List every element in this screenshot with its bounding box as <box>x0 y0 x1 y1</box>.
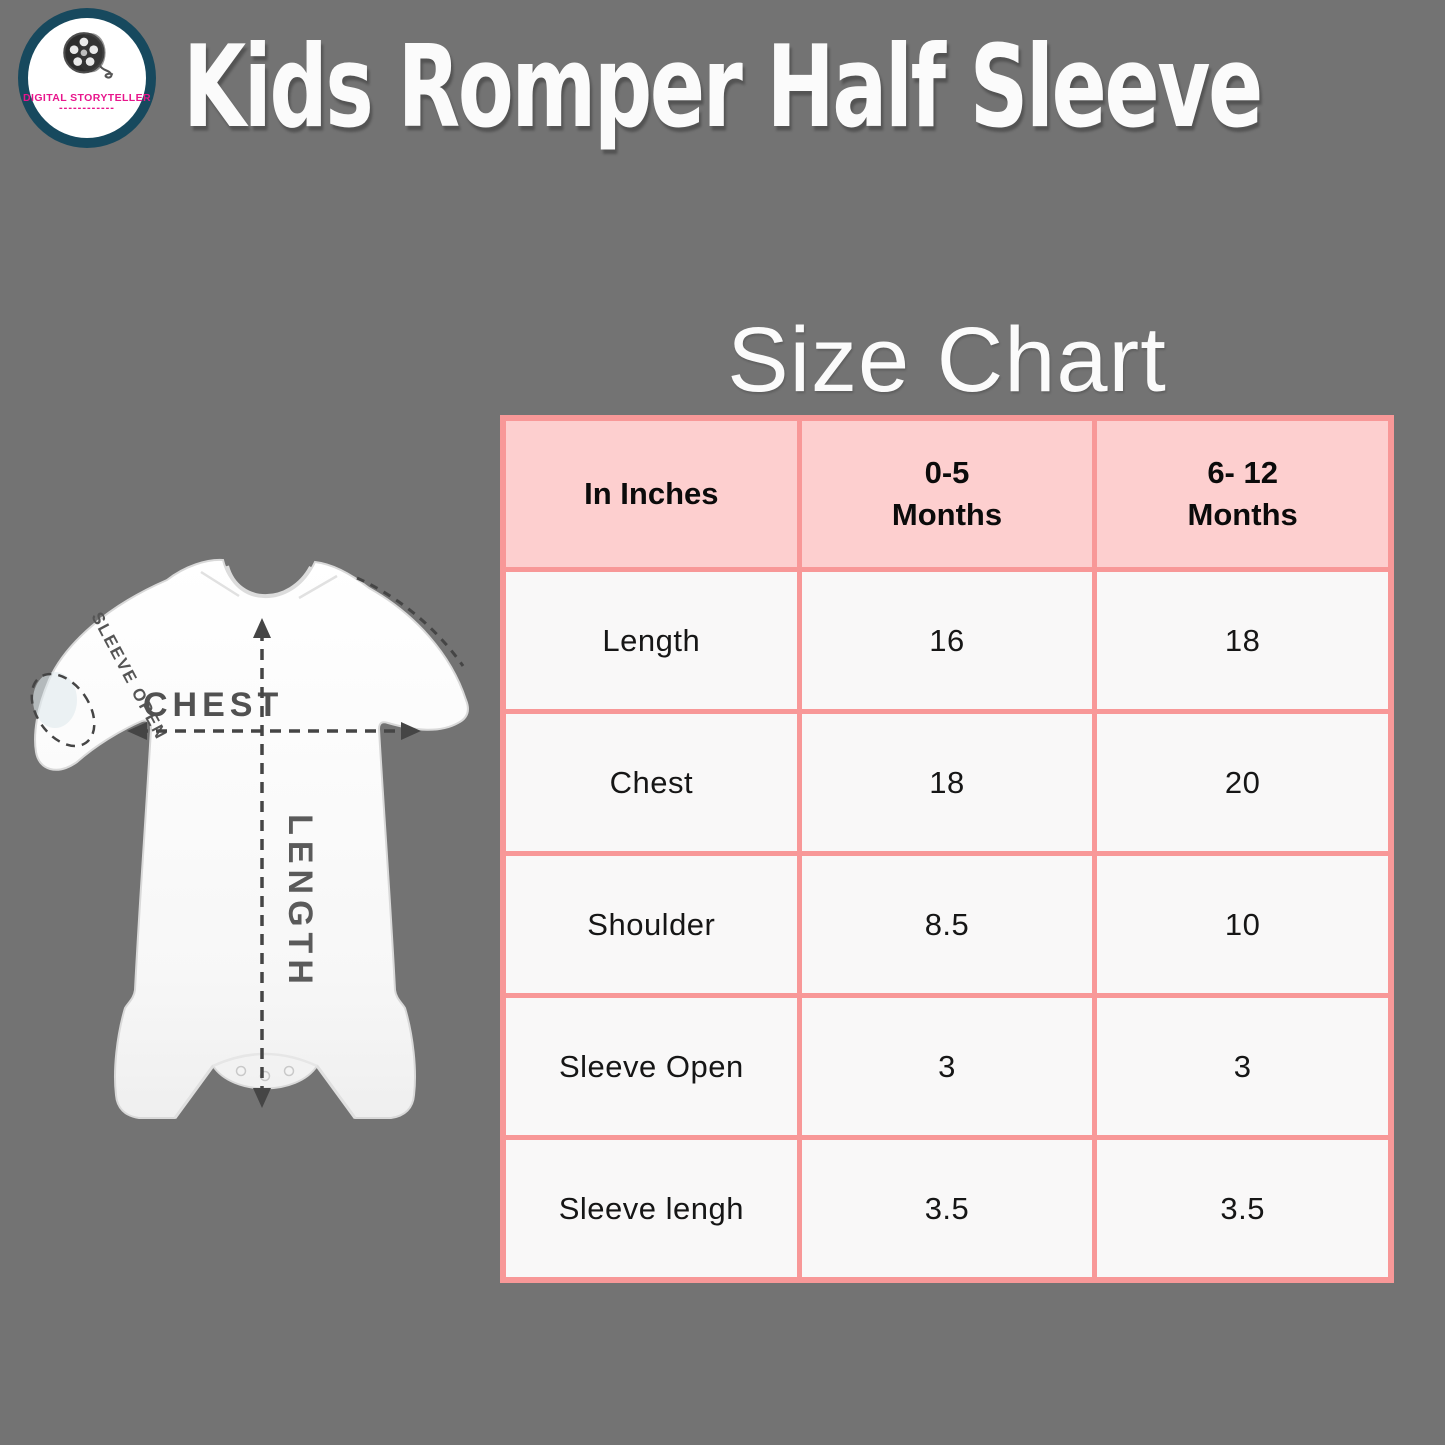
page-title: Kids Romper Half Sleeve <box>183 22 1264 154</box>
neckline-seam <box>225 565 313 599</box>
chest-arrowhead-left <box>127 722 147 740</box>
header-cell-6-12-months: 6- 12 Months <box>1097 421 1388 567</box>
snap-button <box>235 1065 247 1077</box>
chest-label: CHEST <box>143 686 283 724</box>
cell-shoulder-6-12: 10 <box>1097 856 1388 993</box>
film-reel-icon <box>63 32 114 79</box>
cell-chest-6-12: 20 <box>1097 714 1388 851</box>
cell-chest-0-5: 18 <box>801 714 1093 851</box>
brand-underline: ------------ <box>59 102 115 114</box>
length-arrowhead-bottom <box>253 1088 271 1108</box>
chest-arrowhead-right <box>401 722 421 740</box>
cell-sleeve-open-0-5: 3 <box>801 998 1093 1135</box>
romper-body <box>34 558 469 1119</box>
header-cell-0-5-months: 0-5 Months <box>801 421 1093 567</box>
crotch-flap-seam <box>212 1052 318 1068</box>
sleeve-mitt-shade <box>33 672 77 728</box>
brand-name: DIGITAL STORYTELLER <box>23 92 151 104</box>
length-arrowhead-top <box>253 618 271 638</box>
right-shoulder-fold <box>298 574 338 600</box>
romper-measurement-diagram: SLEEVE OPEN CHEST LENGTH <box>30 558 469 1119</box>
header-cell-unit: In Inches <box>506 421 797 567</box>
row-label-sleeve-length: Sleeve lengh <box>506 1140 797 1277</box>
left-leg-seam <box>173 1065 215 1119</box>
length-label: LENGTH <box>281 814 319 990</box>
size-chart-table: In Inches 0-5 Months 6- 12 Months Length… <box>500 415 1394 1283</box>
row-label-shoulder: Shoulder <box>506 856 797 993</box>
cell-sleeve-length-0-5: 3.5 <box>801 1140 1093 1277</box>
size-chart-heading: Size Chart <box>727 309 1167 411</box>
cell-length-0-5: 16 <box>801 572 1093 709</box>
cell-sleeve-open-6-12: 3 <box>1097 998 1388 1135</box>
left-shoulder-fold <box>200 570 240 598</box>
cell-sleeve-length-6-12: 3.5 <box>1097 1140 1388 1277</box>
brand-logo: DIGITAL STORYTELLER ------------ <box>18 8 156 148</box>
cell-length-6-12: 18 <box>1097 572 1388 709</box>
sleeve-length-dashes <box>356 576 465 667</box>
row-label-sleeve-open: Sleeve Open <box>506 998 797 1135</box>
snap-button <box>283 1065 295 1077</box>
right-leg-seam <box>315 1065 357 1119</box>
sleeve-open-marker <box>30 672 96 748</box>
cell-shoulder-0-5: 8.5 <box>801 856 1093 993</box>
row-label-length: Length <box>506 572 797 709</box>
row-label-chest: Chest <box>506 714 797 851</box>
